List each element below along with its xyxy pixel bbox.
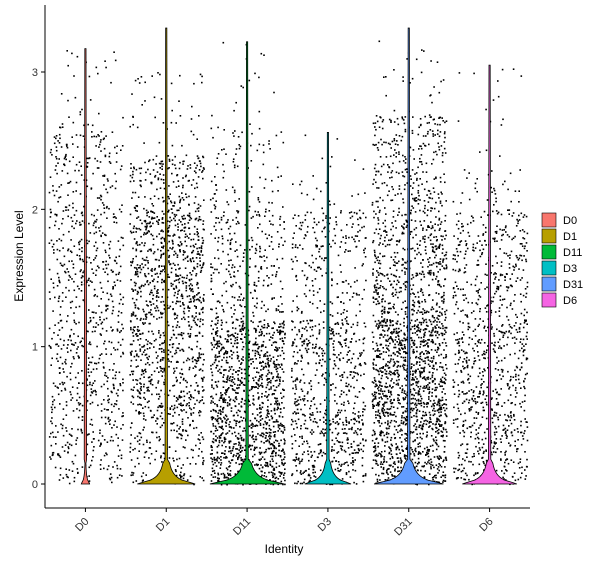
legend-label-D0: D0 [563, 215, 577, 227]
legend-swatch-D31 [541, 276, 557, 292]
y-tick-label: 3 [32, 67, 38, 79]
legend-label-D6: D6 [563, 295, 577, 307]
legend-swatch-D1 [541, 228, 557, 244]
legend-label-D1: D1 [563, 231, 577, 243]
jitter-points-D6 [452, 68, 529, 486]
violin-D6 [462, 64, 517, 485]
jitter-points [48, 40, 529, 486]
legend-label-D3: D3 [563, 263, 577, 275]
legend-swatch-D6 [541, 292, 557, 308]
x-axis: D0 D1 D11 D3 D31 D6 [45, 507, 530, 539]
violins [80, 27, 517, 485]
legend-swatch-D11 [541, 244, 557, 260]
legend-label-D31: D31 [563, 279, 583, 291]
x-tick-label: D11 [231, 516, 253, 538]
x-tick-label: D6 [477, 516, 495, 534]
y-tick-label: 0 [32, 479, 38, 491]
violin-D1 [137, 27, 196, 485]
jitter-points-D3 [290, 134, 367, 486]
y-tick-label: 1 [32, 342, 38, 354]
y-axis: 0 1 2 3 [32, 5, 46, 508]
x-axis-title: Identity [265, 542, 304, 556]
x-tick-label: D0 [73, 516, 91, 534]
legend-label-D11: D11 [563, 247, 582, 259]
y-tick-label: 2 [32, 204, 38, 216]
violin-D3 [304, 132, 352, 485]
violin-D11 [209, 41, 285, 485]
y-axis-title: Expression Level [12, 210, 26, 301]
legend-swatch-D3 [541, 260, 557, 276]
legend-swatch-D0 [541, 212, 557, 228]
legend: D0 D1 D11 D3 D31 D6 [541, 212, 583, 308]
x-tick-label: D3 [316, 516, 334, 534]
violin-D31 [373, 27, 444, 485]
x-tick-label: D1 [154, 516, 172, 534]
violin-D0 [80, 48, 91, 485]
x-tick-label: D31 [392, 516, 415, 539]
